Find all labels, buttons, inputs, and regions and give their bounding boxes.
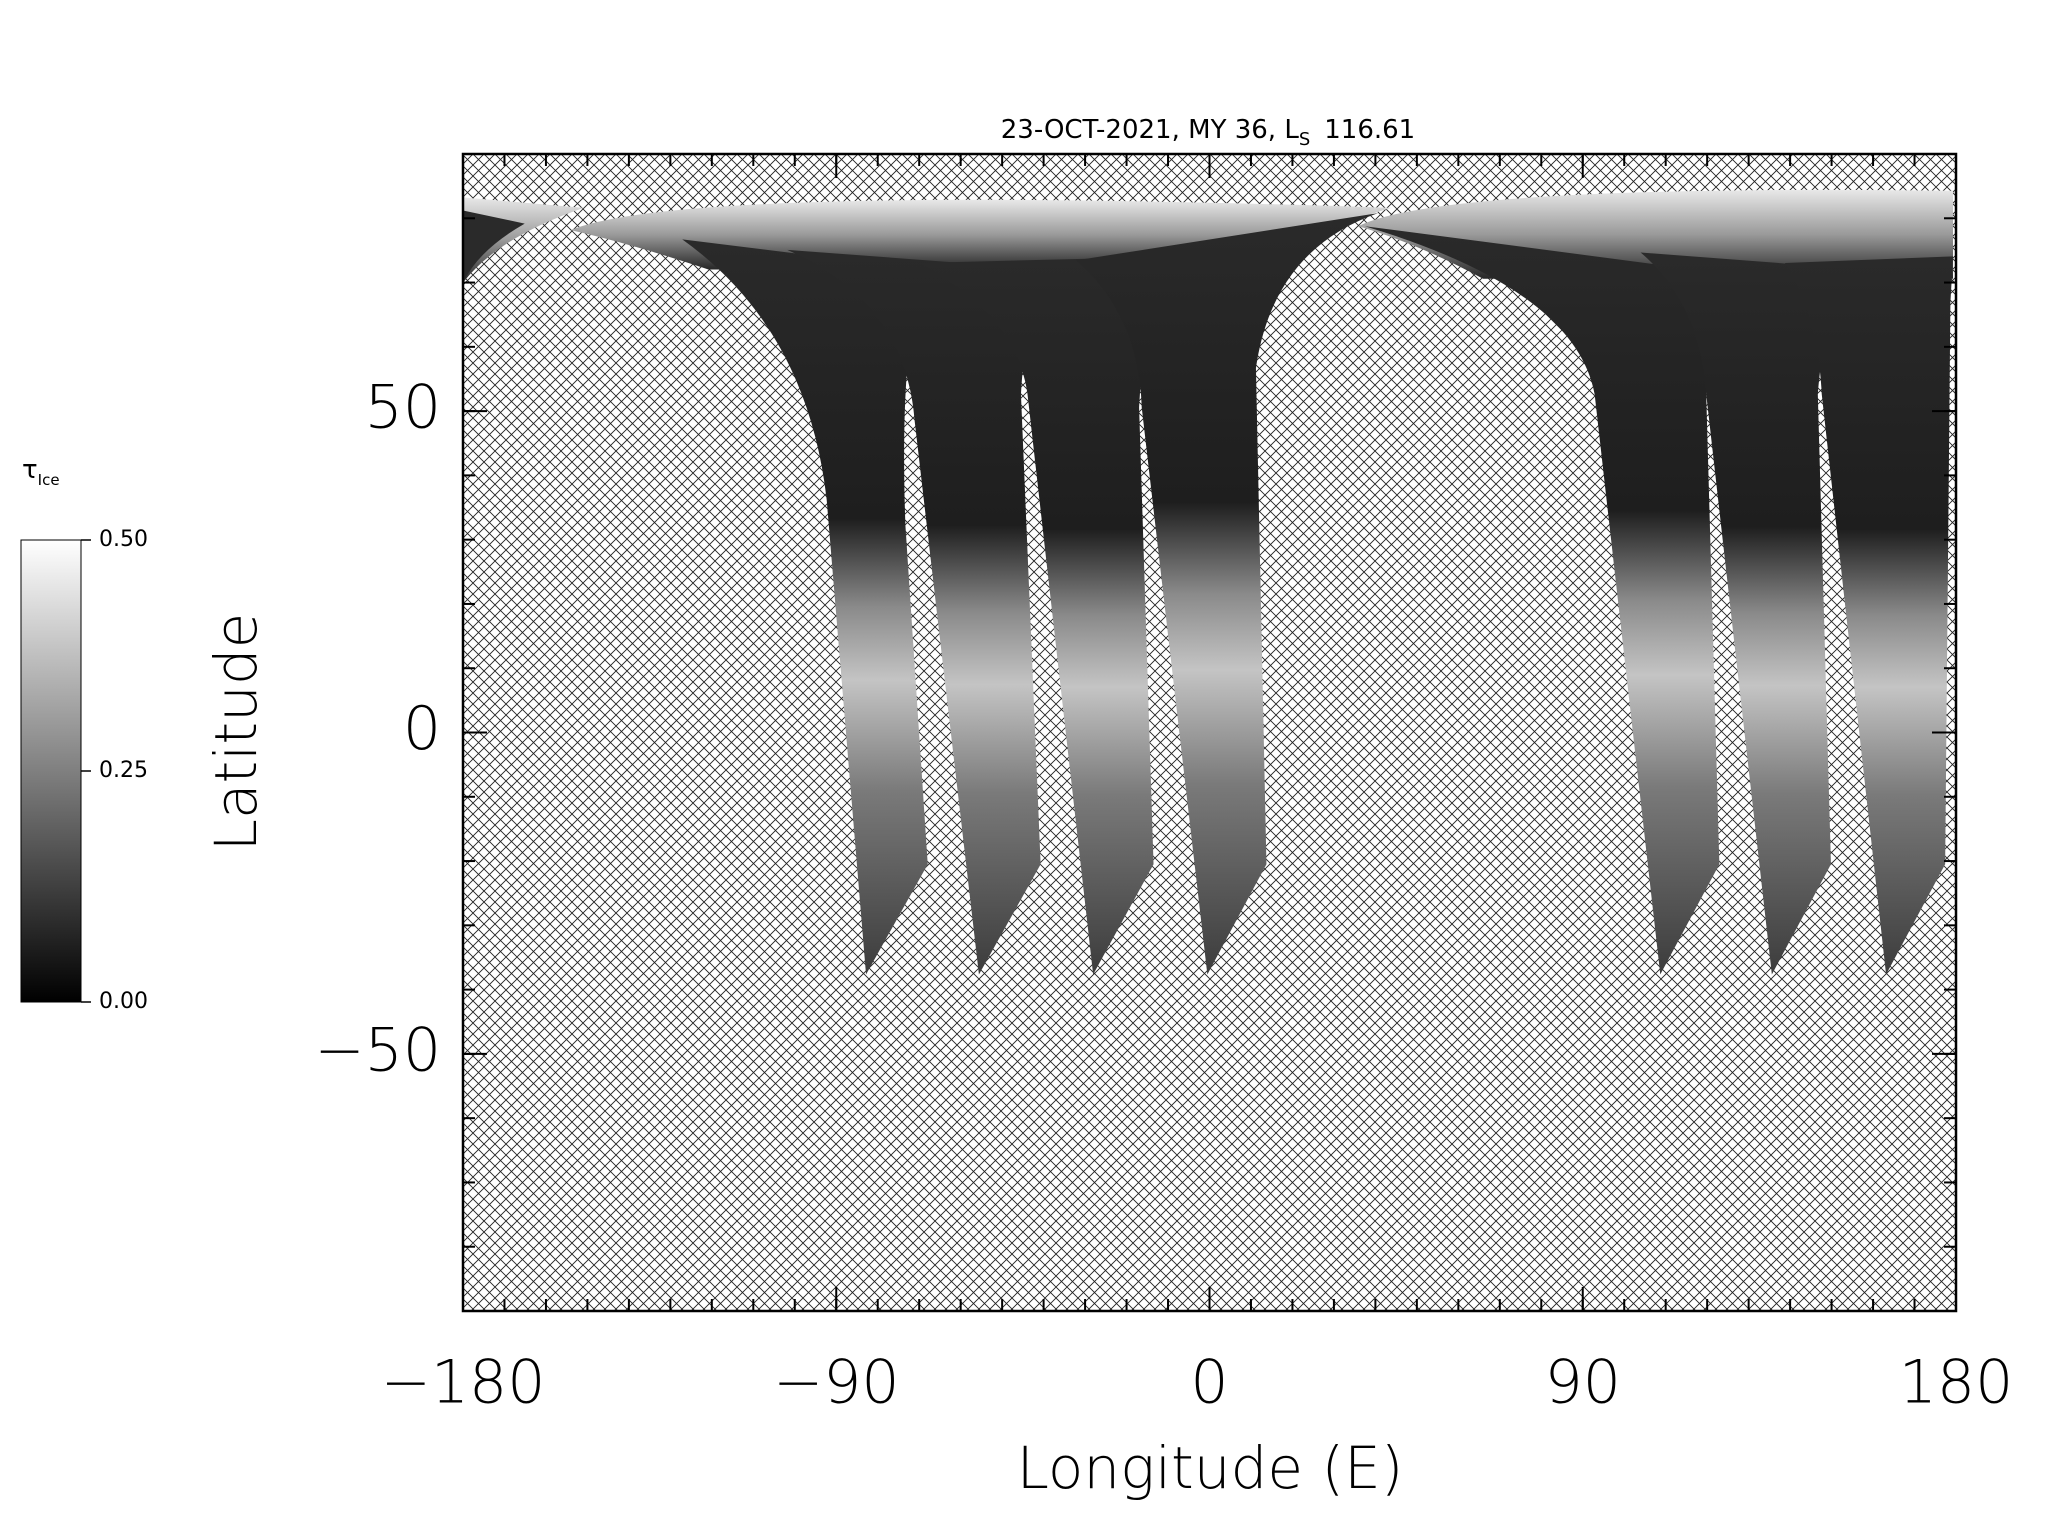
swath [1784, 256, 1954, 975]
colorbar-label-subscript: Ice [38, 471, 60, 489]
y-tick-label: 50 [365, 373, 441, 443]
y-tick-label: 0 [403, 694, 441, 764]
swath [682, 239, 928, 975]
y-tick-label: −50 [314, 1015, 441, 1085]
swath [918, 256, 1182, 975]
colorbar-tick-label: 0.00 [99, 989, 148, 1014]
title-subscript: S [1299, 129, 1310, 150]
x-tick-label: 180 [1899, 1348, 2014, 1418]
colorbar-tick-label: 0.25 [99, 758, 148, 783]
x-tick-label: −180 [381, 1348, 546, 1418]
chart-title: 23-OCT-2021, MY 36, LS 116.61 [1001, 115, 1415, 151]
x-tick-label: 0 [1190, 1348, 1228, 1418]
title-suffix: 116.61 [1324, 115, 1415, 145]
colorbar-tick-label: 0.50 [99, 527, 148, 552]
y-axis-label: Latitude [202, 613, 270, 852]
x-tick-label: 90 [1545, 1348, 1621, 1418]
swath [1076, 213, 1379, 975]
swath [463, 210, 525, 283]
swaths [463, 189, 1954, 975]
swath [787, 249, 1050, 975]
x-axis-label: Longitude (E) [1017, 1434, 1404, 1502]
title-text: 23-OCT-2021, MY 36, L [1001, 115, 1300, 145]
colorbar-label: τIce [22, 455, 60, 489]
colorbar [20, 539, 82, 1003]
x-tick-label: −90 [773, 1348, 900, 1418]
swath [1364, 226, 1746, 975]
colorbar-label-text: τ [22, 455, 38, 485]
swath [1640, 252, 1864, 975]
